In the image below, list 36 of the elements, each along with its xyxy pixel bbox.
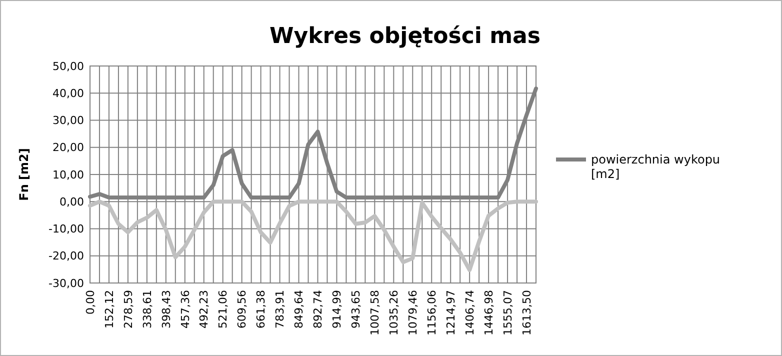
x-tick-label: 1214,97: [444, 290, 458, 336]
x-tick-label: 1156,06: [425, 290, 438, 336]
chart-title: Wykres objętości mas: [270, 24, 540, 49]
y-tick-label: -10,00: [48, 222, 84, 236]
x-tick-label: 278,59: [122, 290, 135, 328]
x-tick-label: 1613,50: [520, 290, 534, 336]
y-tick-label: 0,00: [60, 195, 84, 208]
x-tick-label: 849,64: [292, 290, 306, 328]
x-tick-label: 661,38: [254, 290, 268, 328]
y-tick-label: 50,00: [52, 60, 84, 73]
x-tick-label: 1446,98: [482, 290, 496, 336]
legend-label: powierzchnia wykopu [m2]: [591, 152, 720, 182]
y-tick-label: -30,00: [48, 276, 84, 290]
x-tick-label: 152,12: [102, 290, 116, 328]
y-tick-label: -20,00: [48, 250, 84, 263]
x-tick-label: 1007,58: [368, 290, 382, 336]
x-tick-label: 783,91: [274, 290, 287, 328]
y-tick-label: 10,00: [52, 168, 84, 182]
x-tick-label: 1406,74: [463, 290, 476, 336]
x-tick-label: 457,36: [178, 290, 192, 328]
x-tick-label: 609,56: [236, 290, 249, 328]
x-tick-label: 1079,46: [406, 290, 420, 336]
x-tick-label: 943,65: [350, 290, 363, 328]
x-tick-label: 1555,07: [501, 290, 514, 336]
x-tick-label: 521,06: [216, 290, 230, 328]
x-tick-label: 492,23: [198, 290, 211, 328]
x-tick-label: 338,61: [140, 290, 154, 328]
y-axis-title: Fn [m2]: [17, 148, 31, 201]
y-tick-label: 20,00: [52, 141, 84, 154]
x-tick-label: 398,43: [160, 290, 173, 328]
line-series: [88, 200, 538, 272]
x-tick-label: 892,74: [312, 290, 325, 328]
y-tick-label: 40,00: [52, 86, 84, 100]
y-tick-label: 30,00: [52, 114, 84, 128]
x-tick-label: 914,99: [330, 290, 344, 328]
x-tick-label: 1035,26: [388, 290, 401, 336]
